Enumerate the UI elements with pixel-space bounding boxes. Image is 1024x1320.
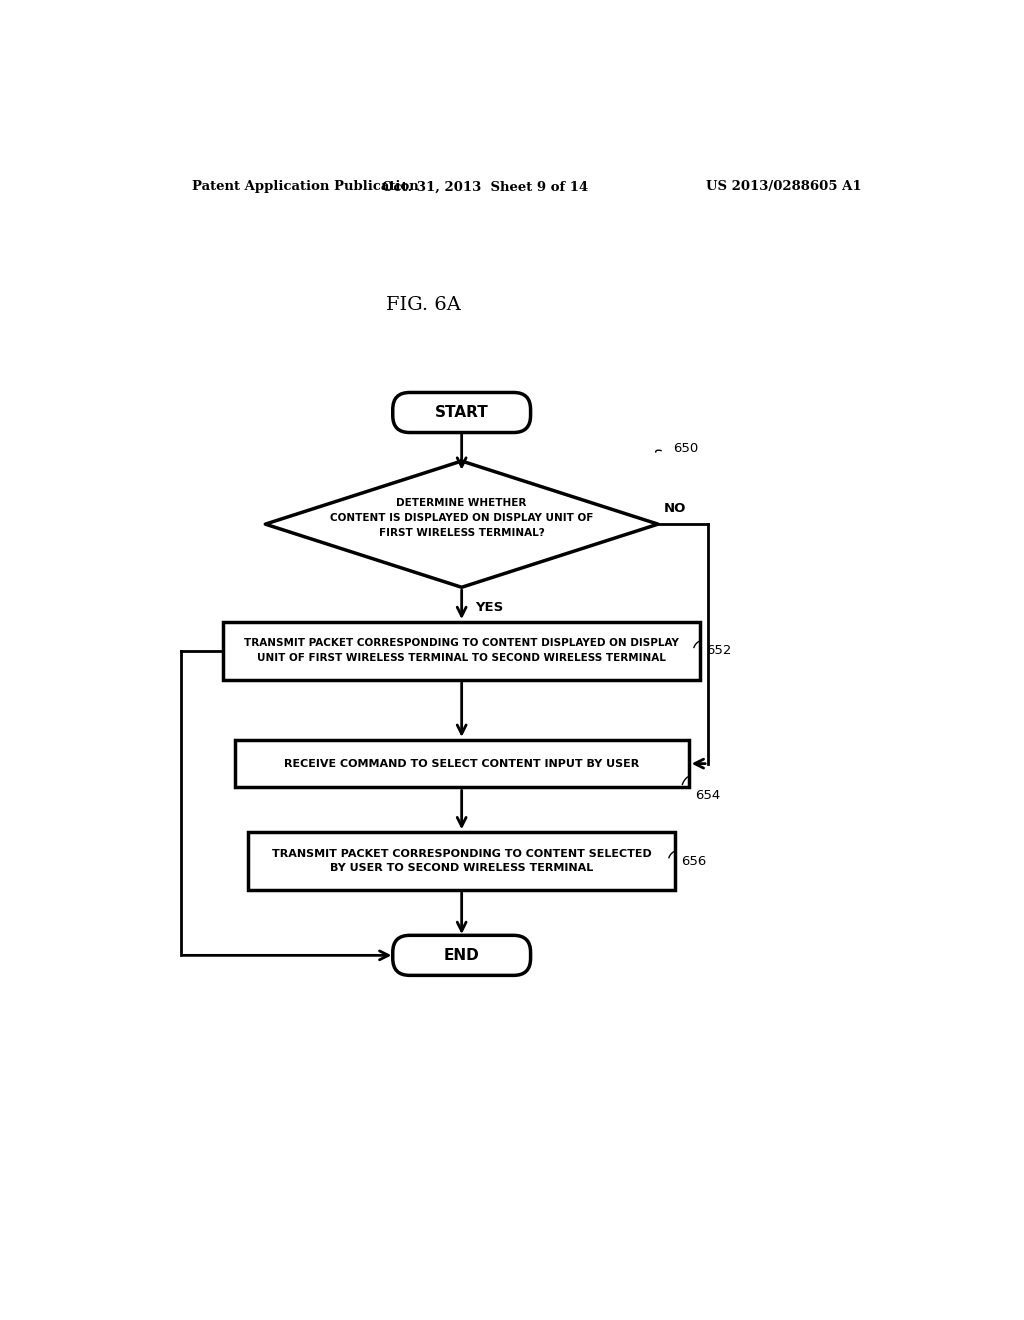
Text: DETERMINE WHETHER
CONTENT IS DISPLAYED ON DISPLAY UNIT OF
FIRST WIRELESS TERMINA: DETERMINE WHETHER CONTENT IS DISPLAYED O… [330,498,593,537]
Text: RECEIVE COMMAND TO SELECT CONTENT INPUT BY USER: RECEIVE COMMAND TO SELECT CONTENT INPUT … [284,759,639,768]
Text: YES: YES [475,601,504,614]
Text: Oct. 31, 2013  Sheet 9 of 14: Oct. 31, 2013 Sheet 9 of 14 [382,181,588,194]
Text: 650: 650 [674,442,698,455]
Text: START: START [435,405,488,420]
FancyBboxPatch shape [234,739,689,788]
Text: 654: 654 [695,789,720,803]
FancyBboxPatch shape [393,936,530,975]
Text: US 2013/0288605 A1: US 2013/0288605 A1 [707,181,862,194]
Text: END: END [443,948,479,962]
Text: NO: NO [665,502,686,515]
FancyBboxPatch shape [393,392,530,433]
Text: FIG. 6A: FIG. 6A [386,296,461,314]
Text: Patent Application Publication: Patent Application Publication [193,181,419,194]
Polygon shape [265,461,658,587]
FancyBboxPatch shape [223,622,700,680]
Text: TRANSMIT PACKET CORRESPONDING TO CONTENT DISPLAYED ON DISPLAY
UNIT OF FIRST WIRE: TRANSMIT PACKET CORRESPONDING TO CONTENT… [244,639,679,663]
Text: 656: 656 [682,854,707,867]
FancyBboxPatch shape [248,832,676,890]
Text: TRANSMIT PACKET CORRESPONDING TO CONTENT SELECTED
BY USER TO SECOND WIRELESS TER: TRANSMIT PACKET CORRESPONDING TO CONTENT… [271,849,651,874]
Text: 652: 652 [707,644,732,657]
